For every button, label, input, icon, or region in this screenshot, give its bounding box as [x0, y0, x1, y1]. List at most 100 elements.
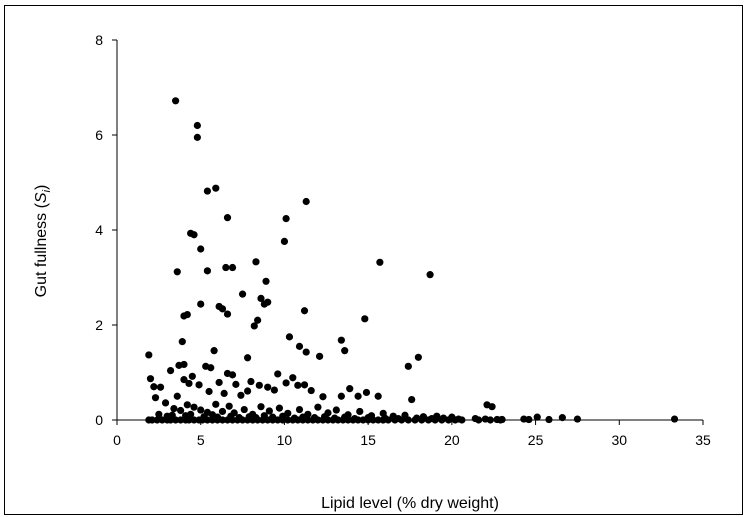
data-point [384, 416, 392, 424]
y-axis-title-sub: i [41, 189, 53, 192]
data-point [264, 383, 272, 391]
data-point [280, 237, 289, 245]
x-tick-label: 15 [360, 432, 376, 448]
data-point [145, 351, 153, 359]
data-point [309, 416, 317, 424]
data-point [259, 416, 267, 424]
data-point [300, 381, 309, 389]
data-point [344, 416, 352, 424]
data-point [218, 305, 227, 313]
data-point [424, 416, 433, 424]
x-tick-label: 0 [113, 432, 121, 448]
data-point [431, 416, 439, 424]
data-point [319, 393, 327, 401]
data-point [203, 187, 212, 195]
data-point [451, 416, 459, 424]
data-point [354, 392, 362, 400]
data-point [426, 271, 434, 279]
data-point [212, 184, 220, 192]
data-point [237, 391, 245, 399]
data-point [282, 215, 290, 223]
data-point [289, 416, 297, 424]
data-point [228, 416, 237, 424]
data-point [190, 416, 198, 424]
data-point [404, 416, 412, 424]
data-point [151, 394, 160, 402]
data-point [364, 416, 372, 424]
data-point [295, 342, 304, 350]
x-tick-label: 35 [695, 432, 711, 448]
data-point [374, 416, 382, 424]
data-point [220, 389, 228, 397]
data-point [210, 347, 218, 355]
y-axis-title-suffix: ) [33, 185, 50, 190]
data-point [294, 416, 302, 424]
data-point [265, 407, 273, 415]
y-axis-title: Gut fullness (Si) [33, 185, 53, 298]
data-point [324, 416, 332, 424]
data-point [299, 416, 307, 424]
data-point [329, 416, 337, 424]
data-point [319, 416, 327, 424]
data-point [300, 307, 309, 315]
data-point [225, 402, 233, 410]
data-point [391, 416, 399, 424]
data-point [170, 405, 178, 413]
data-point [190, 231, 198, 239]
data-point [212, 400, 220, 408]
data-point [264, 416, 272, 424]
data-point [250, 322, 258, 330]
data-point [362, 388, 371, 397]
data-point [222, 263, 230, 272]
data-point [670, 415, 679, 423]
x-tick-label: 25 [528, 432, 544, 448]
data-point [398, 416, 406, 424]
data-point [180, 360, 188, 369]
y-tick-label: 4 [95, 222, 103, 238]
data-point [315, 352, 324, 360]
data-point [155, 410, 163, 418]
data-point [190, 403, 198, 411]
data-point [339, 416, 347, 424]
data-point [197, 245, 205, 253]
data-point [161, 399, 170, 407]
x-tick-label: 30 [611, 432, 627, 448]
y-tick-label: 6 [95, 127, 103, 143]
data-point [438, 416, 446, 424]
data-point [180, 376, 188, 384]
data-point [262, 277, 270, 285]
data-point [177, 406, 185, 415]
data-point [228, 371, 237, 379]
data-point [178, 338, 186, 346]
data-point [166, 416, 175, 424]
data-point [187, 410, 195, 418]
data-point [284, 416, 292, 424]
data-point [332, 406, 340, 414]
data-point [257, 294, 265, 302]
data-point [172, 416, 180, 424]
data-point [346, 385, 354, 393]
data-point [243, 387, 252, 395]
y-tick-label: 2 [95, 317, 103, 333]
x-axis-title: Lipid level (% dry weight) [321, 495, 499, 512]
data-point [408, 395, 416, 404]
data-point [233, 416, 242, 424]
data-point [337, 392, 345, 400]
data-point [177, 416, 185, 424]
data-point [411, 416, 419, 424]
data-point [223, 214, 232, 222]
data-point [269, 416, 277, 424]
y-axis-title-var: S [33, 192, 50, 203]
data-point [369, 416, 377, 424]
data-point [418, 416, 426, 424]
chart-frame: 0 5 10 15 20 25 30 35 0 2 4 6 8 Lipid level (% dry w… [4, 5, 743, 515]
x-tick-label: 20 [444, 432, 460, 448]
data-point [166, 367, 175, 375]
data-point [337, 336, 345, 344]
data-point [302, 348, 310, 356]
data-point [444, 416, 453, 424]
data-point [228, 263, 237, 272]
data-point [208, 416, 217, 424]
data-point [334, 416, 342, 424]
data-point [218, 416, 227, 424]
